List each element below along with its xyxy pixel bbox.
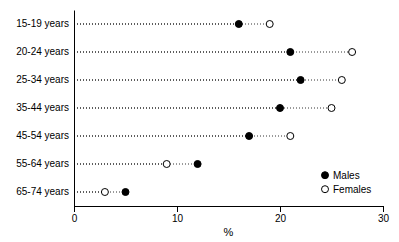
x-tick: 0 — [72, 206, 78, 224]
series — [122, 21, 304, 196]
chart: 0 10 20 30% 15-19 years 20-24 years 25-34 year… — [0, 0, 399, 242]
legend-item: Males — [322, 170, 360, 181]
x-axis: 0 10 20 30 — [72, 206, 390, 224]
point — [349, 49, 356, 56]
y-axis: 15-19 years 20-24 years 25-34 years 35-44 y… — [16, 11, 74, 207]
point — [328, 105, 335, 112]
guide-line — [74, 52, 352, 53]
guide-line — [74, 192, 126, 193]
legend: Males Females — [322, 170, 372, 195]
point — [246, 133, 253, 140]
legend-label: Females — [333, 184, 371, 195]
x-axis-line — [75, 207, 384, 213]
x-tick-mark — [177, 206, 178, 212]
guide-line — [74, 108, 332, 109]
guide-line — [74, 192, 105, 193]
x-axis-title: % — [224, 226, 234, 238]
y-tick: 55-64 years — [16, 158, 74, 169]
plot: 0 10 20 30% 15-19 years 20-24 years 25-34 year… — [16, 11, 389, 239]
guide-line — [74, 164, 198, 165]
x-tick-label: 30 — [378, 213, 390, 224]
guide-line — [74, 136, 290, 137]
y-tick-label: 65-74 years — [16, 186, 69, 197]
point — [266, 21, 273, 28]
y-tick-label: 45-54 years — [16, 130, 69, 141]
y-tick-label: 25-34 years — [16, 74, 69, 85]
point — [338, 77, 345, 84]
point — [163, 161, 170, 168]
x-tick-mark — [74, 206, 75, 212]
y-tick-label: 55-64 years — [16, 158, 69, 169]
guide-line — [74, 164, 167, 165]
point — [277, 105, 284, 112]
x-tick-mark — [280, 206, 281, 212]
legend-label: Males — [333, 170, 360, 181]
point — [122, 189, 129, 196]
x-tick: 30 — [378, 206, 390, 224]
y-tick-label: 15-19 years — [16, 18, 69, 29]
y-axis-line — [74, 11, 75, 207]
y-tick: 25-34 years — [16, 74, 74, 85]
y-tick-label: 20-24 years — [16, 46, 69, 57]
x-tick-mark — [383, 206, 384, 212]
x-tick-label: 10 — [172, 213, 184, 224]
x-tick: 20 — [275, 206, 287, 224]
point — [287, 49, 294, 56]
y-tick: 35-44 years — [16, 102, 74, 113]
x-tick-label: 20 — [275, 213, 287, 224]
y-tick: 45-54 years — [16, 130, 74, 141]
y-tick: 15-19 years — [16, 18, 74, 29]
x-tick-label: 0 — [72, 213, 78, 224]
point — [287, 133, 294, 140]
series — [101, 21, 355, 196]
point — [101, 189, 108, 196]
marks — [74, 21, 356, 196]
point — [194, 161, 201, 168]
legend-symbol — [322, 172, 329, 179]
point — [235, 21, 242, 28]
point — [297, 77, 304, 84]
y-tick: 65-74 years — [16, 186, 74, 197]
x-tick: 10 — [172, 206, 184, 224]
chart-container: 0 10 20 30% 15-19 years 20-24 years 25-34 year… — [0, 0, 399, 242]
legend-symbol — [322, 186, 329, 193]
y-tick: 20-24 years — [16, 46, 74, 57]
guide-lines — [74, 24, 352, 192]
y-tick-label: 35-44 years — [16, 102, 69, 113]
legend-item: Females — [322, 184, 372, 195]
